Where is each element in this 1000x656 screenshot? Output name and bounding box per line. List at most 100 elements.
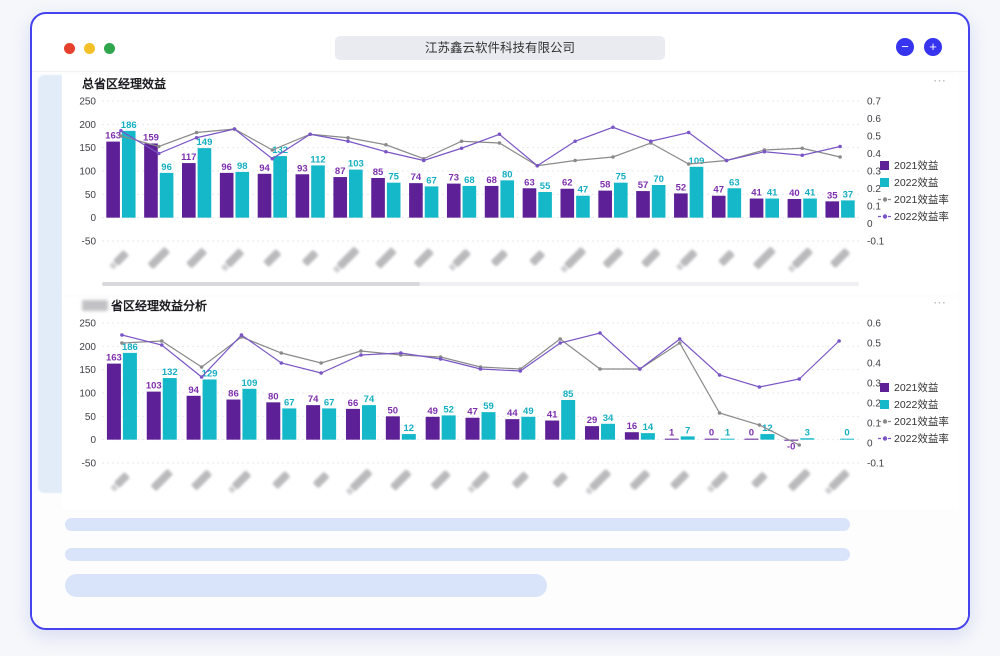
svg-text:103: 103 — [146, 381, 162, 392]
more-options-icon[interactable]: ⋯ — [933, 73, 947, 88]
bar-2021 — [624, 432, 639, 440]
bar-2021 — [505, 419, 520, 440]
zoom-controls: − + — [896, 38, 942, 56]
redacted-x-labels — [109, 247, 850, 274]
svg-text:63: 63 — [524, 177, 535, 188]
svg-text:149: 149 — [197, 137, 213, 148]
svg-text:67: 67 — [284, 397, 295, 408]
svg-text:0: 0 — [844, 428, 849, 439]
bar-2021 — [598, 190, 612, 218]
bar-2021 — [226, 399, 241, 440]
svg-text:0.2: 0.2 — [867, 184, 881, 195]
bar-2022 — [803, 198, 817, 218]
rate-line-2021 — [120, 335, 802, 447]
svg-text:80: 80 — [502, 169, 513, 180]
svg-text:35: 35 — [827, 190, 838, 201]
minimize-window-button[interactable] — [84, 43, 95, 54]
bar-2022 — [311, 165, 325, 218]
svg-text:29: 29 — [587, 415, 598, 426]
bar-2021 — [106, 141, 120, 218]
svg-text:250: 250 — [79, 319, 96, 330]
chart-scrollbar-thumb[interactable] — [102, 282, 420, 286]
bar-2021 — [409, 183, 423, 218]
svg-text:66: 66 — [348, 398, 359, 409]
svg-text:109: 109 — [242, 378, 258, 389]
svg-text:150: 150 — [79, 365, 96, 376]
svg-text:-0: -0 — [787, 442, 795, 453]
bar-2022 — [613, 182, 628, 218]
bar-2021 — [585, 426, 600, 440]
bar-2021 — [787, 199, 802, 218]
close-window-button[interactable] — [64, 43, 75, 54]
svg-text:94: 94 — [188, 385, 199, 396]
svg-text:0: 0 — [867, 439, 873, 450]
svg-text:2022效益率: 2022效益率 — [894, 210, 949, 223]
svg-text:0.2: 0.2 — [867, 399, 881, 410]
svg-text:74: 74 — [364, 394, 375, 405]
svg-text:2022效益率: 2022效益率 — [894, 432, 949, 445]
bar-2022 — [441, 415, 456, 440]
svg-text:80: 80 — [268, 391, 279, 402]
bar-2021 — [522, 188, 537, 218]
bar-2022 — [651, 185, 666, 218]
bar-2022 — [760, 434, 775, 440]
svg-text:50: 50 — [85, 190, 97, 201]
svg-text:186: 186 — [121, 120, 137, 131]
bar-2021 — [674, 193, 688, 218]
zoom-in-button[interactable]: + — [924, 38, 942, 56]
chart-card-province-analysis: 省区经理效益分析 ⋯ 250 200 150 100 50 0 -50 0.6 0.5 0.4 0.… — [62, 295, 959, 509]
chart-title-text: 总省区经理效益 — [82, 77, 167, 91]
svg-text:117: 117 — [181, 152, 196, 163]
svg-text:0: 0 — [90, 213, 96, 224]
traffic-lights — [64, 43, 115, 54]
bar-2022 — [121, 130, 136, 218]
svg-text:44: 44 — [507, 408, 518, 419]
svg-text:94: 94 — [259, 163, 270, 174]
bar-2022 — [500, 180, 515, 218]
svg-text:37: 37 — [843, 189, 854, 200]
bar-2022 — [282, 408, 297, 440]
svg-text:87: 87 — [335, 166, 346, 177]
svg-text:2021效益: 2021效益 — [894, 159, 939, 172]
zoom-out-button[interactable]: − — [896, 38, 914, 56]
svg-text:75: 75 — [388, 172, 399, 183]
svg-text:2021效益率: 2021效益率 — [894, 193, 949, 206]
svg-text:0.5: 0.5 — [867, 339, 881, 350]
svg-text:103: 103 — [348, 159, 364, 170]
bar-2022 — [273, 156, 287, 218]
combo-chart-total-benefit: 250 200 150 100 50 0 -50 0.7 0.6 0.5 0.4 0.3 0.2 0.1 0… — [79, 97, 949, 286]
chart-header: 省区经理效益分析 ⋯ — [62, 295, 959, 313]
svg-text:41: 41 — [751, 188, 762, 199]
svg-text:0.1: 0.1 — [867, 202, 881, 213]
svg-text:0.4: 0.4 — [867, 149, 881, 160]
bar-2021 — [295, 174, 310, 218]
svg-text:0.4: 0.4 — [867, 359, 881, 370]
svg-text:52: 52 — [676, 182, 687, 193]
svg-text:74: 74 — [411, 172, 422, 183]
svg-text:49: 49 — [427, 406, 438, 417]
svg-text:86: 86 — [228, 389, 239, 400]
maximize-window-button[interactable] — [104, 43, 115, 54]
legend-swatch-icon — [880, 178, 889, 187]
bar-2022 — [727, 188, 742, 218]
chart-header: 总省区经理效益 ⋯ — [62, 73, 959, 91]
svg-text:100: 100 — [79, 389, 96, 400]
bar-2021 — [106, 363, 121, 440]
redacted-text-line — [65, 574, 547, 597]
svg-text:63: 63 — [729, 177, 740, 188]
bar-2022 — [561, 400, 576, 440]
svg-text:67: 67 — [426, 175, 437, 186]
bar-2022 — [202, 379, 217, 440]
svg-text:98: 98 — [237, 161, 248, 172]
bar-2022 — [242, 388, 257, 440]
bar-2021 — [181, 163, 196, 218]
legend-swatch-icon — [880, 383, 889, 392]
svg-text:96: 96 — [161, 162, 172, 173]
svg-text:132: 132 — [162, 367, 178, 378]
svg-text:0: 0 — [709, 428, 714, 439]
bar-2022 — [122, 352, 137, 440]
more-options-icon[interactable]: ⋯ — [933, 295, 947, 310]
bar-2022 — [349, 169, 363, 218]
bar-2021 — [784, 439, 799, 441]
